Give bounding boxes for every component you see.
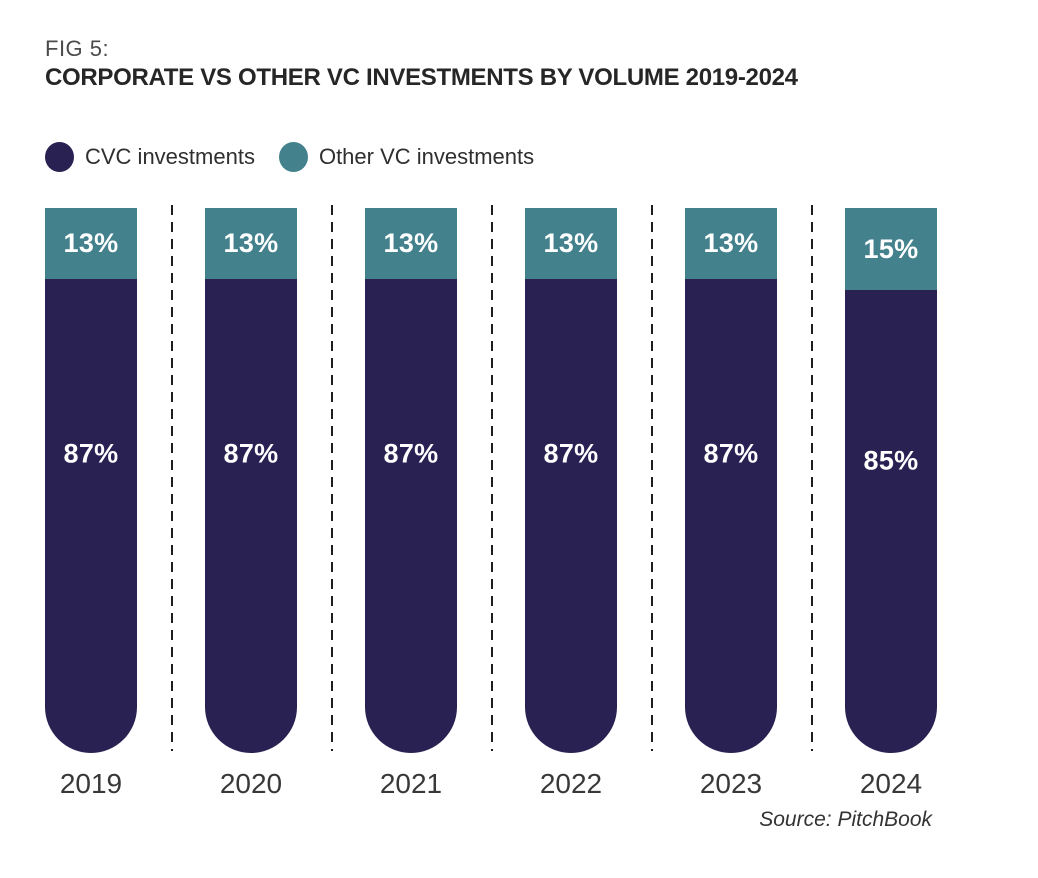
x-axis-label-2020: 2020 [219,768,283,799]
bar-label-cvc: 87% [703,438,759,469]
x-axis-label-2024: 2024 [859,768,923,799]
figure-title: CORPORATE VS OTHER VC INVESTMENTS BY VOL… [45,64,798,91]
x-axis-label-2021: 2021 [379,768,443,799]
bar-2024: 15% 85% [845,208,937,753]
bar-2023: 13% 87% [685,208,777,753]
bar-label-other-vc: 13% [383,228,439,258]
bar-label-cvc: 87% [63,438,119,469]
bar-label-other-vc: 15% [863,233,919,264]
bar-label-cvc: 87% [223,438,279,469]
legend-label: Other VC investments [318,144,535,169]
separator-line [331,205,333,751]
legend-swatch-icon [45,142,74,172]
segment-other-vc: 13% [365,208,457,279]
x-axis-label-2019: 2019 [59,768,123,799]
separator-line [171,205,173,751]
bar-label-other-vc: 13% [703,228,759,258]
segment-other-vc: 13% [685,208,777,279]
bar-label-other-vc: 13% [543,228,599,258]
bar-2019: 13% 87% [45,208,137,753]
bar-2021: 13% 87% [365,208,457,753]
x-axis-label-2022: 2022 [539,768,603,799]
separator-line [811,205,813,751]
bar-label-cvc: 87% [543,438,599,469]
legend: CVC investments Other VC investments [45,142,534,172]
separator-line [491,205,493,751]
bar-2020: 13% 87% [205,208,297,753]
x-axis-label-2023: 2023 [699,768,763,799]
separator-line [651,205,653,751]
legend-swatch-icon [278,142,308,172]
legend-item-other-vc: Other VC investments [278,142,535,172]
source-note: Source: PitchBook [759,808,932,831]
segment-other-vc: 13% [525,208,617,279]
bar-label-cvc: 87% [383,438,439,469]
legend-item-cvc: CVC investments [45,142,255,172]
legend-label: CVC investments [85,144,255,169]
bar-label-cvc: 85% [863,445,919,476]
bar-2022: 13% 87% [525,208,617,753]
bar-label-other-vc: 13% [223,228,279,258]
segment-other-vc: 13% [205,208,297,279]
bar-label-other-vc: 13% [63,228,119,258]
stacked-bar-chart: 13% 87% 2019 13% 87% 2020 13% 87% 2021 13% 87% 2022… [45,205,995,848]
fig-number: FIG 5: [45,36,110,61]
segment-other-vc: 13% [45,208,137,279]
segment-other-vc: 15% [845,208,937,290]
